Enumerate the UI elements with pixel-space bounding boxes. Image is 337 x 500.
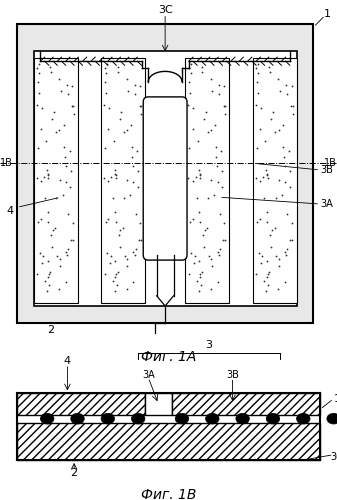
Bar [17, 394, 145, 414]
Bar [185, 58, 229, 302]
Text: 3С: 3С [331, 452, 337, 462]
Bar [17, 422, 320, 460]
Circle shape [131, 414, 145, 424]
Bar [17, 394, 145, 414]
Text: 3В: 3В [226, 370, 239, 380]
Bar [34, 58, 78, 302]
Circle shape [297, 414, 310, 424]
Circle shape [236, 414, 249, 424]
Text: 1В: 1В [324, 158, 337, 168]
Text: 1: 1 [334, 394, 337, 404]
Circle shape [206, 414, 219, 424]
FancyBboxPatch shape [143, 97, 187, 260]
Text: 3С: 3С [158, 5, 173, 15]
Bar [17, 422, 320, 460]
Circle shape [40, 414, 54, 424]
Bar [101, 58, 145, 302]
Bar [34, 51, 297, 306]
Text: 1: 1 [324, 8, 330, 18]
Bar [17, 24, 313, 323]
Bar [253, 58, 297, 302]
Circle shape [71, 414, 84, 424]
Text: 3А: 3А [142, 370, 155, 380]
Text: 4: 4 [64, 356, 71, 366]
Circle shape [266, 414, 280, 424]
Text: Фиг. 1В: Фиг. 1В [141, 488, 196, 500]
Circle shape [101, 414, 115, 424]
Circle shape [175, 414, 189, 424]
Text: 3: 3 [206, 340, 212, 350]
Text: 1В: 1В [0, 158, 13, 168]
Bar [172, 394, 320, 414]
Bar [172, 394, 320, 414]
Bar [145, 394, 172, 414]
Text: 3А: 3А [320, 199, 333, 209]
Text: 2: 2 [70, 468, 78, 478]
Text: Фиг. 1А: Фиг. 1А [141, 350, 196, 364]
Text: 3В: 3В [320, 165, 333, 175]
Circle shape [327, 414, 337, 424]
Text: 4: 4 [6, 206, 14, 216]
Text: 2: 2 [47, 325, 54, 335]
